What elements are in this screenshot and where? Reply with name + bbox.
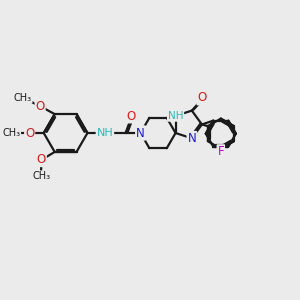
Text: CH₃: CH₃ xyxy=(32,171,50,181)
Text: N: N xyxy=(136,127,145,140)
Text: N: N xyxy=(136,127,145,140)
Text: O: O xyxy=(25,127,34,140)
Text: NH: NH xyxy=(97,128,113,138)
Text: O: O xyxy=(126,110,136,122)
Text: N: N xyxy=(188,132,196,145)
Text: O: O xyxy=(197,92,207,104)
Text: F: F xyxy=(218,145,224,158)
Text: CH₃: CH₃ xyxy=(14,93,32,103)
Text: O: O xyxy=(35,100,45,113)
Text: CH₃: CH₃ xyxy=(2,128,20,138)
Text: NH: NH xyxy=(168,111,183,121)
Text: O: O xyxy=(37,153,46,166)
